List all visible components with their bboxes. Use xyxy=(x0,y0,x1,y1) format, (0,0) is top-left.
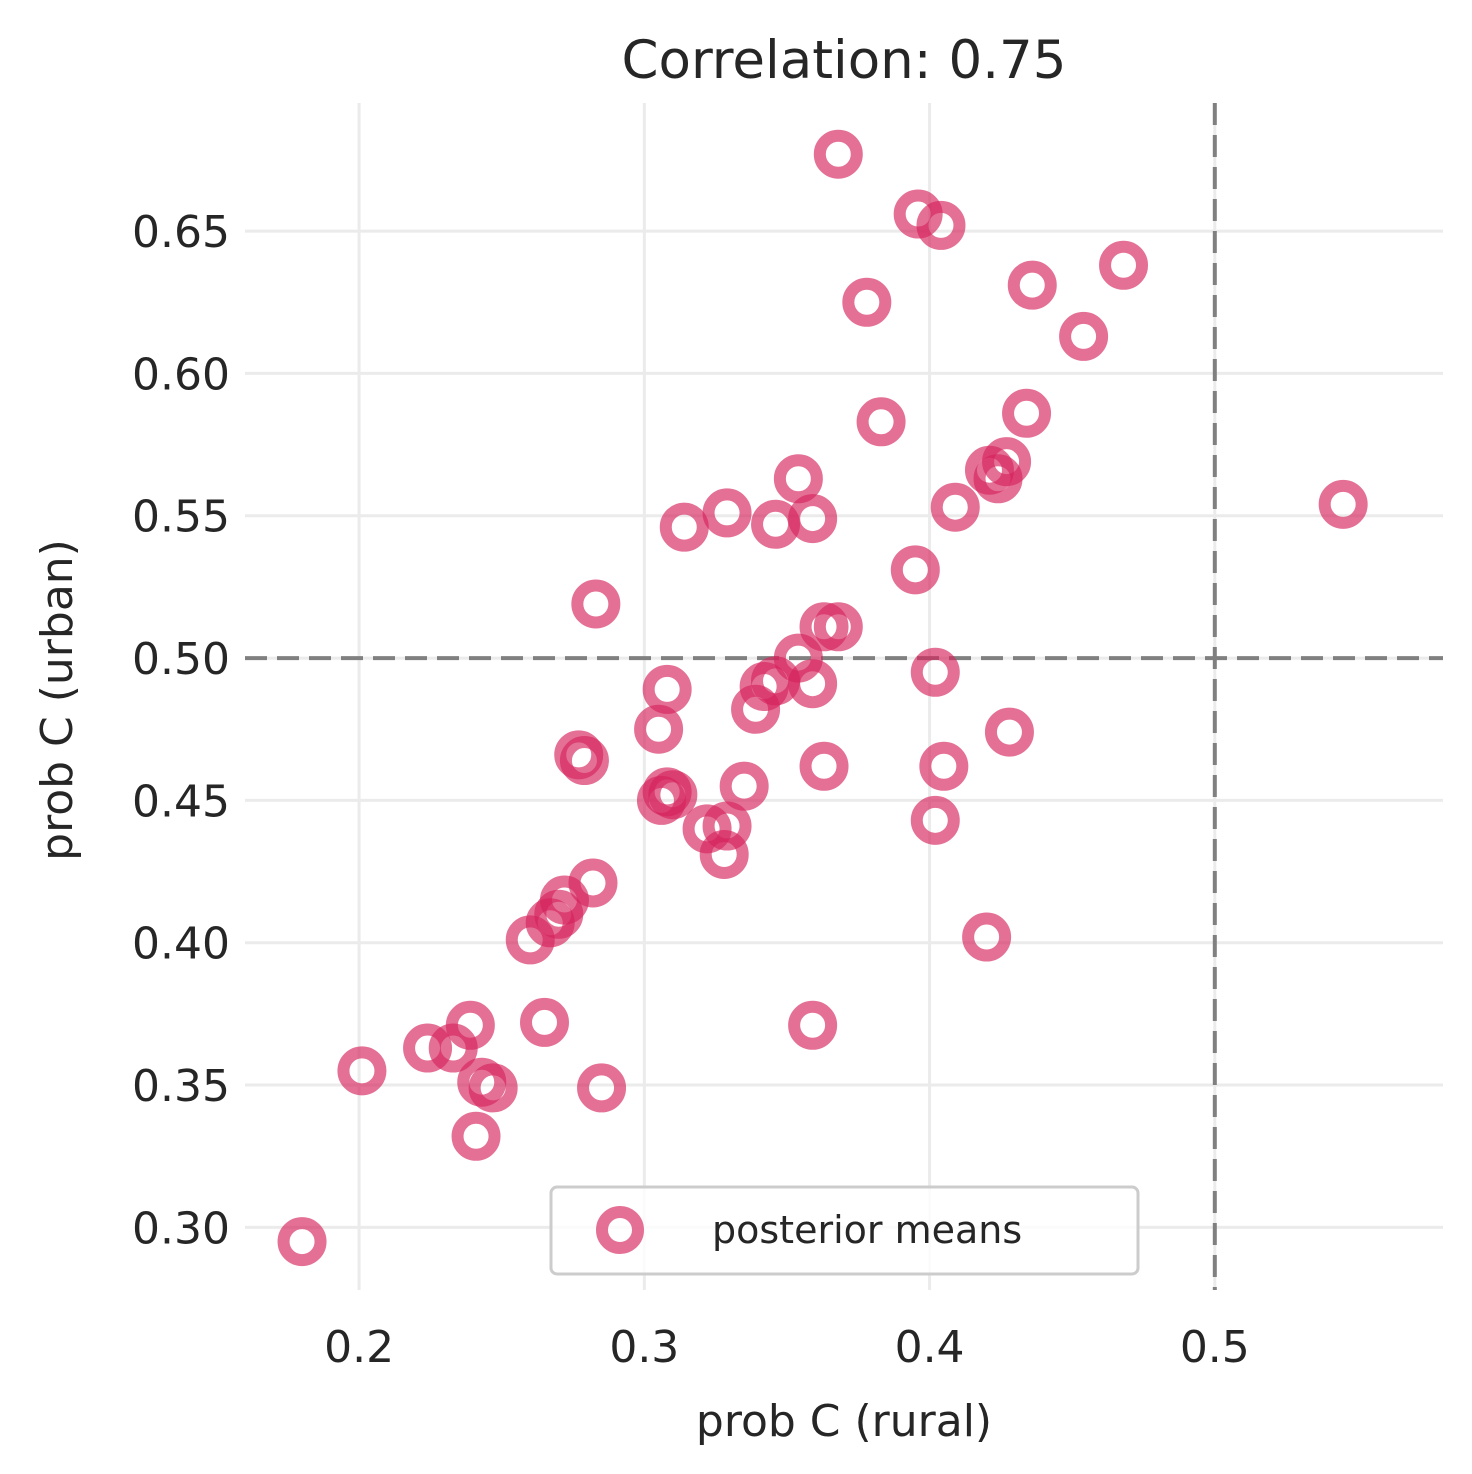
data-point xyxy=(788,659,838,709)
data-point xyxy=(930,482,980,532)
data-point xyxy=(856,397,906,447)
y-tick-label: 0.65 xyxy=(132,207,230,258)
data-point xyxy=(788,494,838,544)
y-axis-label: prob C (urban) xyxy=(32,539,83,861)
data-point xyxy=(520,997,569,1047)
data-point xyxy=(1059,311,1109,361)
data-point xyxy=(451,1111,501,1161)
data-point xyxy=(659,502,709,552)
x-tick-label: 0.4 xyxy=(895,1322,965,1373)
data-point xyxy=(1318,479,1368,529)
y-tick-label: 0.35 xyxy=(132,1061,230,1112)
legend-marker-icon xyxy=(596,1206,644,1254)
data-point xyxy=(1002,388,1052,438)
y-tick-label: 0.30 xyxy=(132,1203,230,1254)
data-point xyxy=(813,602,863,652)
data-point xyxy=(571,579,621,629)
data-point xyxy=(642,664,692,714)
data-point xyxy=(577,1063,627,1113)
data-point xyxy=(982,437,1032,487)
data-point xyxy=(919,741,969,791)
data-point xyxy=(890,545,940,595)
data-point xyxy=(788,1000,838,1050)
x-tick-label: 0.3 xyxy=(609,1322,679,1373)
y-tick-label: 0.50 xyxy=(132,634,230,685)
x-tick-label: 0.2 xyxy=(324,1322,394,1373)
data-point xyxy=(445,1000,495,1050)
data-point xyxy=(699,829,749,879)
data-point xyxy=(773,454,823,504)
data-point xyxy=(277,1217,327,1267)
data-point xyxy=(916,200,966,250)
data-point xyxy=(910,795,960,845)
data-point xyxy=(702,488,752,538)
data-point xyxy=(984,707,1034,757)
data-point xyxy=(568,858,618,908)
data-point xyxy=(468,1063,518,1113)
y-tick-label: 0.60 xyxy=(132,349,230,400)
data-point xyxy=(1007,260,1057,310)
data-points xyxy=(277,129,1368,1267)
chart-title: Correlation: 0.75 xyxy=(622,30,1067,91)
legend-label: posterior means xyxy=(712,1208,1022,1252)
data-point xyxy=(813,129,863,179)
reference-lines xyxy=(245,103,1443,1290)
y-tick-label: 0.45 xyxy=(132,776,230,827)
data-point xyxy=(910,647,960,697)
data-point xyxy=(799,741,849,791)
data-point xyxy=(702,801,752,851)
y-axis-ticks: 0.30 0.35 0.40 0.45 0.50 0.55 0.60 0.65 xyxy=(132,207,230,1254)
data-point xyxy=(1099,240,1149,290)
legend: posterior means xyxy=(549,1185,1140,1276)
data-point xyxy=(337,1046,387,1096)
data-point xyxy=(842,277,892,327)
data-point xyxy=(719,761,769,811)
data-point xyxy=(648,770,698,820)
data-point xyxy=(559,736,609,786)
x-axis-label: prob C (rural) xyxy=(696,1396,992,1447)
legend-box xyxy=(549,1185,1140,1276)
x-tick-label: 0.5 xyxy=(1180,1322,1250,1373)
data-point xyxy=(962,912,1012,962)
y-tick-label: 0.55 xyxy=(132,492,230,543)
x-axis-ticks: 0.2 0.3 0.4 0.5 xyxy=(324,1322,1250,1373)
data-point xyxy=(403,1023,453,1073)
y-tick-label: 0.40 xyxy=(132,919,230,970)
